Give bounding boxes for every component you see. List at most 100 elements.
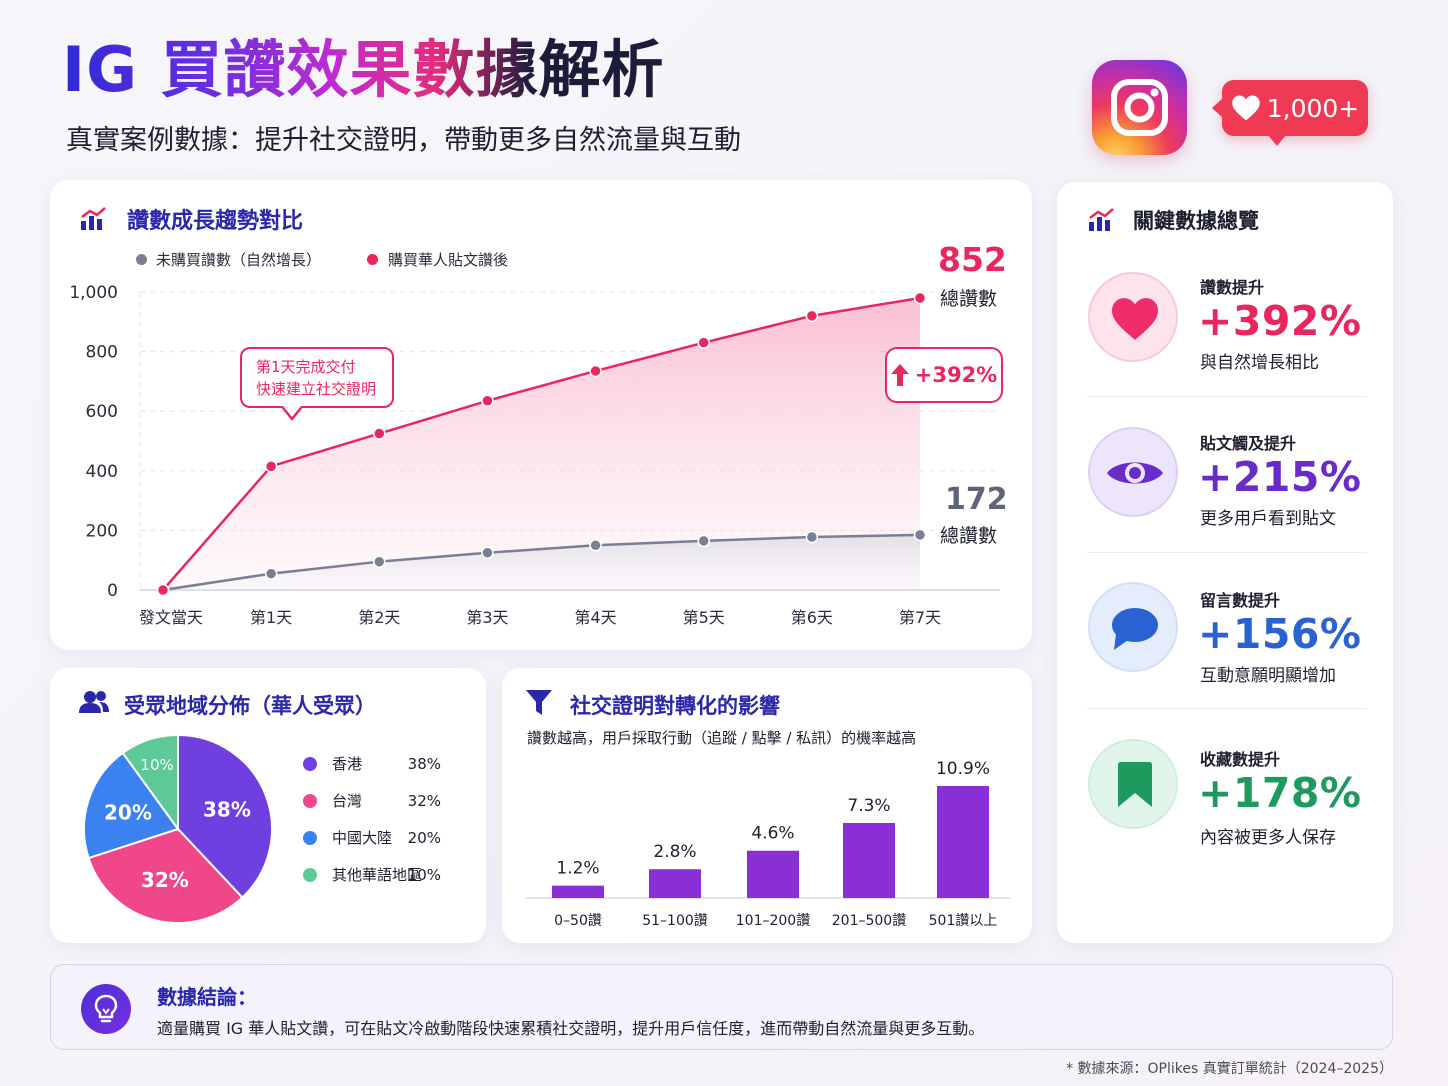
y-tick-label: 200 <box>86 521 118 541</box>
bar-value-label: 10.9% <box>936 759 990 779</box>
legend-bought: 購買華人貼文讚後 <box>388 251 509 269</box>
x-tick-label: 第4天 <box>574 608 616 627</box>
pie-legend-dot <box>303 794 317 808</box>
conversion-card-title: 社交證明對轉化的影響 <box>570 694 780 718</box>
heart-icon <box>1231 95 1260 121</box>
legend-natural: 未購買讚數（自然增長） <box>156 251 322 269</box>
instagram-logo-icon <box>1092 60 1187 155</box>
pie-slice <box>177 733 273 899</box>
natural-total-label: 總讚數 <box>940 525 998 547</box>
divider <box>1087 708 1367 709</box>
data-point <box>373 555 386 568</box>
y-tick-label: 0 <box>107 581 118 601</box>
pie-legend-dot <box>303 868 317 882</box>
data-point <box>156 583 170 597</box>
bar-category-label: 51–100讚 <box>642 913 708 929</box>
bar-value-label: 2.8% <box>653 842 696 862</box>
bar-value-label: 1.2% <box>556 859 599 879</box>
series-area <box>163 534 920 590</box>
stat-value-saves: +178% <box>1198 769 1362 817</box>
line-chart: 0 200 400 600 800 1,000 發文當天 第1天 第2天 第3天 第4天 第5天 第6天… <box>69 283 1000 627</box>
bar <box>747 850 799 898</box>
divider <box>1087 396 1367 397</box>
chart-icon <box>1089 208 1114 231</box>
data-point <box>589 539 602 552</box>
y-tick-label: 600 <box>86 402 118 422</box>
y-tick-label: 800 <box>86 343 118 363</box>
page-title: IG 買讚效果數據解析 <box>62 30 665 110</box>
bar-value-label: 7.3% <box>847 796 890 816</box>
conclusion-box: 數據結論： 適量購買 IG 華人貼文讚，可在貼文冷啟動階段快速累積社交證明，提升… <box>50 964 1393 1050</box>
comment-stat-circle <box>1088 582 1178 672</box>
x-tick-label: 第7天 <box>899 608 941 627</box>
pie-slice <box>121 733 179 833</box>
y-tick-label: 400 <box>86 462 118 482</box>
pie-legend-name: 中國大陸 <box>332 829 392 847</box>
bar <box>843 822 895 898</box>
data-point <box>373 427 386 440</box>
pie-slice-label: 38% <box>203 798 251 822</box>
bar-category-label: 101–200讚 <box>736 913 810 929</box>
eye-stat-circle <box>1088 427 1178 517</box>
pie-legend-dot <box>303 831 317 845</box>
lightbulb-icon <box>94 994 118 1023</box>
callout-line-1: 第1天完成交付 <box>256 358 356 376</box>
series-line <box>162 533 921 592</box>
series-line <box>162 296 921 591</box>
pie-legend-value: 20% <box>408 829 441 847</box>
like-count-badge: 1,000+ <box>1212 80 1368 146</box>
arrow-up-icon <box>890 364 909 386</box>
bar-category-label: 0–50讚 <box>554 913 602 929</box>
divider <box>1087 552 1367 553</box>
stat-label-reach: 貼文觸及提升 <box>1200 434 1297 453</box>
data-point <box>697 336 710 349</box>
stat-note-likes: 與自然增長相比 <box>1200 353 1319 373</box>
bar <box>937 786 989 898</box>
conversion-subtitle: 讚數越高，用戶採取行動（追蹤 / 點擊 / 私訊）的機率越高 <box>527 729 917 747</box>
summary-card: 關鍵數據總覽 讚數提升 +392% 與自然增長相比 貼文觸及提升 +215% 更… <box>1057 182 1393 943</box>
eye-icon <box>1107 462 1163 484</box>
bar <box>649 869 701 898</box>
data-point <box>481 394 494 408</box>
x-tick-label: 第3天 <box>466 608 508 627</box>
data-point <box>805 309 819 323</box>
conclusion-text: 適量購買 IG 華人貼文讚，可在貼文冷啟動階段快速累積社交證明，提升用戶信任度，… <box>157 1019 985 1038</box>
y-tick-label: 1,000 <box>69 283 118 303</box>
bar-category-label: 501讚以上 <box>929 913 998 929</box>
pie-slice-label: 10% <box>140 756 173 774</box>
pie-slice <box>87 827 244 924</box>
stat-note-saves: 內容被更多人保存 <box>1200 828 1336 848</box>
like-count-text: 1,000+ <box>1266 93 1360 123</box>
x-tick-label: 第6天 <box>791 608 833 627</box>
conclusion-title: 數據結論： <box>157 985 257 1009</box>
data-point <box>264 567 278 580</box>
x-tick-label: 第2天 <box>358 608 400 627</box>
conversion-card: 社交證明對轉化的影響 讚數越高，用戶採取行動（追蹤 / 點擊 / 私訊）的機率越… <box>502 668 1032 943</box>
users-icon <box>79 691 109 713</box>
pie-legend-value: 38% <box>408 755 441 773</box>
pie-legend-value: 10% <box>408 866 441 884</box>
data-point <box>697 534 710 548</box>
stat-value-reach: +215% <box>1198 453 1362 501</box>
data-point <box>481 546 494 559</box>
pie-slice-label: 20% <box>104 801 152 825</box>
x-tick-label: 發文當天 <box>139 608 203 627</box>
bar-category-label: 201–500讚 <box>832 913 906 929</box>
stat-note-comments: 互動意願明顯增加 <box>1200 666 1336 686</box>
lightbulb-icon-circle <box>81 984 131 1034</box>
legend-dot-bought <box>367 254 378 265</box>
summary-card-title: 關鍵數據總覽 <box>1133 209 1259 233</box>
stat-label-comments: 留言數提升 <box>1200 591 1281 610</box>
data-point <box>913 528 927 542</box>
callout-line-2: 快速建立社交證明 <box>256 380 377 398</box>
region-card: 受眾地域分佈（華人受眾） 38% 32% 20% 10% 香港 38% 台灣 32% 中國大陸 2… <box>50 668 486 943</box>
pie-slice <box>83 751 180 860</box>
natural-total-value: 172 <box>945 482 1008 517</box>
page-subtitle: 真實案例數據：提升社交證明，帶動更多自然流量與互動 <box>66 125 741 156</box>
bar <box>552 885 604 898</box>
x-tick-label: 第1天 <box>250 608 292 627</box>
pie-legend-name: 香港 <box>332 755 362 773</box>
bar-value-label: 4.6% <box>751 824 794 844</box>
stat-note-reach: 更多用戶看到貼文 <box>1200 509 1336 529</box>
